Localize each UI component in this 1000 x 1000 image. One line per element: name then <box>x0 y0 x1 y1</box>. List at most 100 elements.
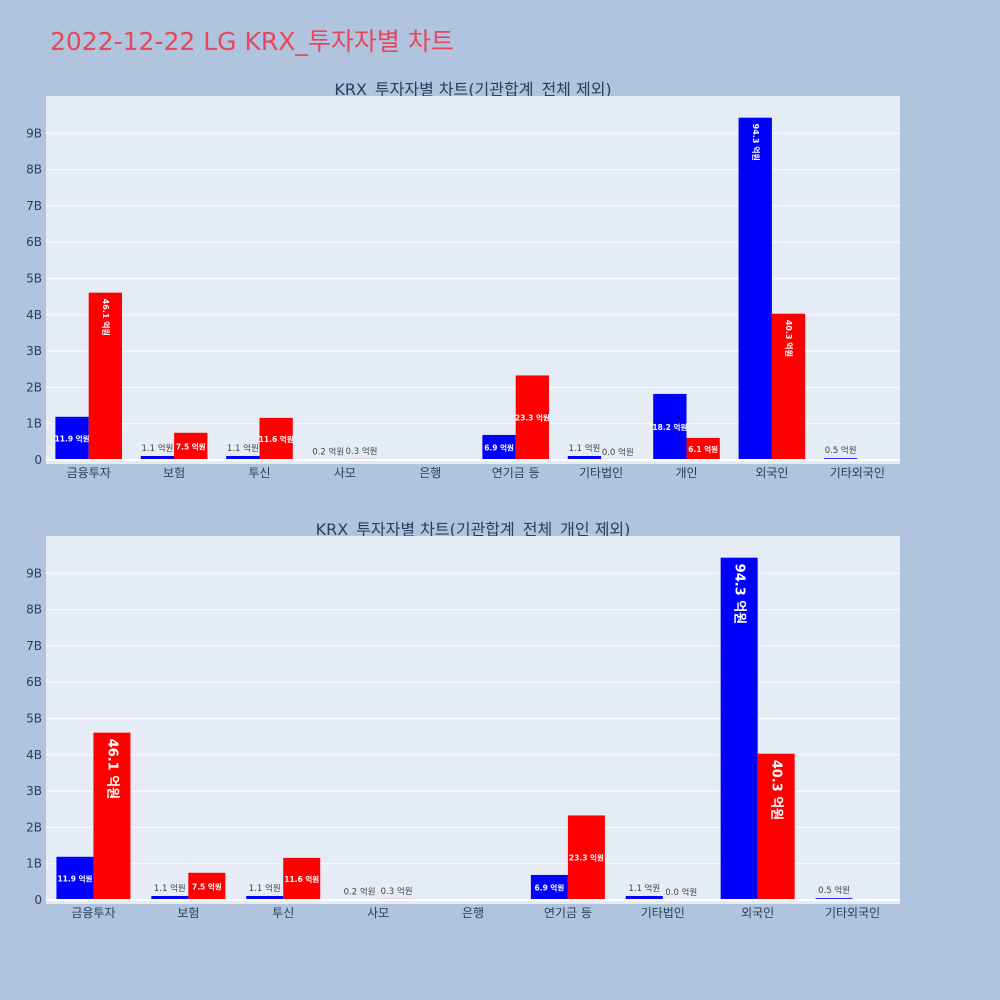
bar <box>226 456 260 460</box>
x-tick-label: 연기금 등 <box>492 466 540 480</box>
y-tick-label: 0 <box>34 453 42 467</box>
bar-value-label: 18.2 억원 <box>652 422 687 432</box>
y-tick-label: 9B <box>26 566 42 580</box>
x-tick-label: 은행 <box>462 905 484 920</box>
bar <box>515 375 550 460</box>
x-tick-label: 사모 <box>367 906 389 920</box>
bar <box>653 393 687 460</box>
bar-value-label: 23.3 억원 <box>515 413 550 423</box>
bar-value-label: 23.3 억원 <box>569 853 604 863</box>
bar <box>530 874 568 900</box>
y-tick-label: 8B <box>26 603 42 617</box>
y-tick-label: 4B <box>26 748 42 762</box>
bar <box>757 753 795 900</box>
bar-value-label: 1.1 억원 <box>154 883 186 894</box>
bar-value-label: 0.2 억원 <box>312 446 344 457</box>
chart-bottom: KRX_투자자별 차트(기관합계_전체_개인 제외) 0 1B 2B 3B 4B 5B 6B… <box>26 520 900 920</box>
bar-value-label: 94.3 억원 <box>751 124 761 161</box>
bar-value-label: 0.0 억원 <box>602 447 634 458</box>
bar <box>567 815 605 900</box>
bar <box>259 417 293 460</box>
x-tick-label: 사모 <box>334 466 356 480</box>
x-tick-label: 은행 <box>419 465 441 480</box>
chart-bottom-title: KRX_투자자별 차트(기관합계_전체_개인 제외) <box>316 520 631 540</box>
bar-value-label: 0.3 억원 <box>381 886 413 897</box>
bar <box>140 456 175 460</box>
y-tick-label: 7B <box>26 199 42 213</box>
bar-value-label: 1.1 억원 <box>142 443 174 454</box>
bar-value-label: 6.9 억원 <box>484 442 514 452</box>
bar <box>151 896 189 900</box>
x-tick-label: 금융투자 <box>71 906 115 920</box>
bar-value-label: 11.9 억원 <box>55 433 90 443</box>
x-tick-label: 금융투자 <box>67 466 111 480</box>
bar-value-label: 94.3 억원 <box>732 564 747 625</box>
chart-top-title: KRX_투자자별 차트(기관합계_전체 제외) <box>334 80 611 100</box>
bar-value-label: 46.1 억원 <box>101 299 111 336</box>
x-tick-label: 보험 <box>177 906 199 920</box>
y-tick-label: 2B <box>26 380 42 394</box>
bar <box>738 117 772 460</box>
y-tick-label: 5B <box>26 712 42 726</box>
bar <box>174 432 208 460</box>
x-tick-label: 기타법인 <box>579 466 623 480</box>
bar <box>720 557 758 900</box>
x-tick-label: 기타외국인 <box>825 906 880 920</box>
page-title: 2022-12-22 LG KRX_투자자별 차트 <box>50 27 454 56</box>
x-tick-label: 외국인 <box>755 466 788 480</box>
bar-value-label: 11.6 억원 <box>284 874 319 884</box>
bar-value-label: 7.5 억원 <box>192 881 222 891</box>
bar-value-label: 1.1 억원 <box>569 443 601 454</box>
bar <box>625 896 663 900</box>
y-tick-label: 1B <box>26 417 42 431</box>
y-tick-label: 4B <box>26 308 42 322</box>
y-tick-label: 6B <box>26 675 42 689</box>
bar-value-label: 11.9 억원 <box>57 873 92 883</box>
bar-value-label: 0.0 억원 <box>665 887 697 898</box>
y-tick-label: 3B <box>26 344 42 358</box>
chart-top: KRX_투자자별 차트(기관합계_전체 제외) 0 1B 2B 3B 4B 5B 6B 7B 8… <box>26 80 900 480</box>
bar <box>55 416 89 460</box>
bar <box>246 896 284 900</box>
bar <box>686 437 720 460</box>
bar <box>771 313 806 460</box>
x-tick-label: 기타외국인 <box>830 466 885 480</box>
x-tick-label: 개인 <box>675 466 697 480</box>
x-tick-label: 보험 <box>163 466 185 480</box>
bar-value-label: 0.3 억원 <box>346 446 378 457</box>
bar-value-label: 7.5 억원 <box>176 441 206 451</box>
bar <box>567 456 602 460</box>
bar-value-label: 1.1 억원 <box>227 443 259 454</box>
bar <box>93 732 131 900</box>
x-tick-label: 투신 <box>272 906 294 920</box>
y-tick-label: 3B <box>26 784 42 798</box>
bar-value-label: 0.2 억원 <box>344 886 376 897</box>
bar-value-label: 46.1 억원 <box>104 739 119 800</box>
x-tick-label: 외국인 <box>741 906 774 920</box>
y-tick-label: 7B <box>26 639 42 653</box>
y-tick-label: 1B <box>26 857 42 871</box>
bar-value-label: 11.6 억원 <box>259 434 294 444</box>
bar <box>188 872 226 900</box>
bar-value-label: 1.1 억원 <box>249 883 281 894</box>
x-tick-label: 기타법인 <box>641 906 685 920</box>
y-tick-label: 5B <box>26 272 42 286</box>
bar-value-label: 0.5 억원 <box>818 885 850 896</box>
bar-value-label: 1.1 억원 <box>628 883 660 894</box>
bar <box>88 292 123 460</box>
bar <box>283 857 321 900</box>
bar-value-label: 40.3 억원 <box>769 760 784 821</box>
bar-value-label: 6.1 억원 <box>688 444 718 454</box>
y-tick-label: 0 <box>34 893 42 907</box>
y-tick-label: 9B <box>26 126 42 140</box>
x-tick-label: 연기금 등 <box>544 906 592 920</box>
y-tick-label: 8B <box>26 163 42 177</box>
y-tick-label: 6B <box>26 235 42 249</box>
bar-value-label: 40.3 억원 <box>784 320 794 357</box>
x-tick-label: 투신 <box>248 466 270 480</box>
bar <box>482 434 516 460</box>
bar <box>56 856 94 900</box>
bar-value-label: 0.5 억원 <box>825 445 857 456</box>
